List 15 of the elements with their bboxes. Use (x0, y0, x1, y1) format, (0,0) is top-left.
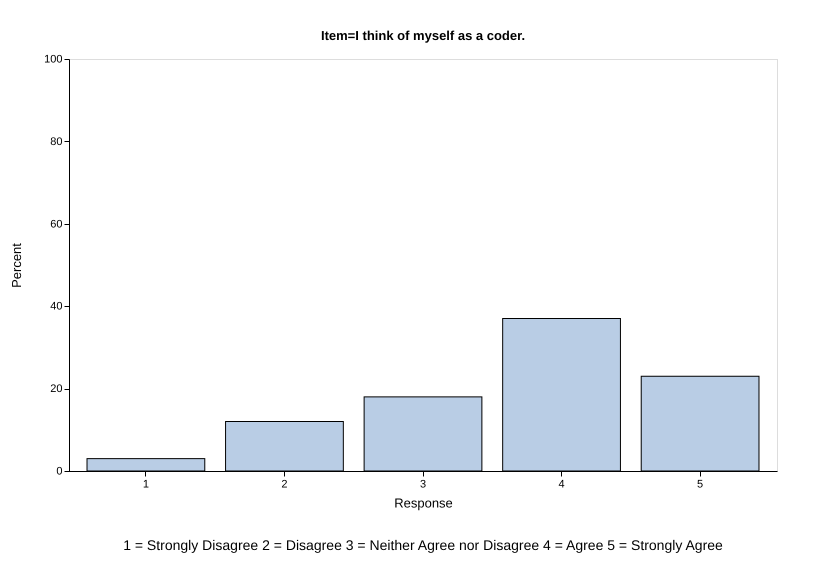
x-tick-label: 3 (420, 478, 426, 490)
x-tick-label: 2 (281, 478, 288, 490)
y-tick-label: 40 (50, 300, 62, 313)
y-tick-label: 20 (50, 383, 62, 396)
chart-title: Item=I think of myself as a coder. (320, 28, 526, 43)
y-tick-label: 100 (44, 54, 62, 66)
y-tick-label: 60 (50, 218, 62, 230)
x-axis-title: Response (394, 496, 453, 510)
y-axis-title: Percent (9, 242, 24, 288)
x-tick-label: 1 (142, 478, 149, 490)
y-tick-label: 0 (56, 466, 62, 478)
x-tick-label: 4 (558, 478, 565, 490)
x-tick-label: 5 (697, 478, 704, 490)
text: 1 = Strongly Disagree 2 = Disagree 3 = Neither Agree nor Disagree 4 = Agree 5 = Strongly Agree (123, 537, 724, 553)
y-tick-label: 80 (50, 136, 62, 148)
